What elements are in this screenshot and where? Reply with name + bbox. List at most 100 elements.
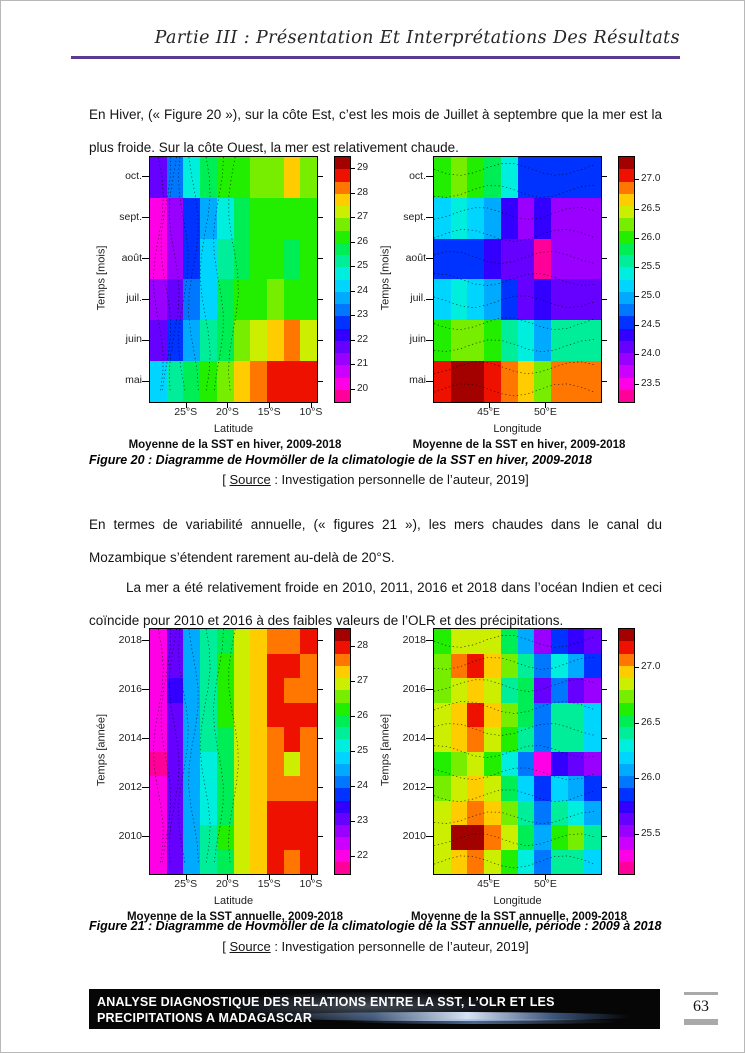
colorbar-segment (335, 678, 350, 691)
source-figure21: [ Source : Investigation personnelle de … (89, 939, 662, 954)
heatmap-cell (166, 238, 184, 280)
colorbar-segment (335, 389, 350, 402)
colorbar-tick-mark (635, 834, 639, 836)
heatmap-cell (216, 751, 234, 776)
heatmap-cell (250, 800, 267, 825)
banner-swoosh-streak (260, 1012, 638, 1022)
heatmap-cell (450, 849, 468, 874)
heatmap-cell (200, 800, 217, 825)
colorbar-segment (619, 206, 634, 219)
heatmap-cell (250, 157, 267, 198)
heatmap-cell (550, 702, 568, 727)
chart-title: Moyenne de la SST annuelle, 2009-2018 (410, 911, 628, 923)
colorbar (334, 628, 351, 875)
heatmap-cell (250, 279, 267, 321)
heatmap-cell (166, 653, 184, 678)
colorbar-segment (619, 825, 634, 838)
paragraph-winter: En Hiver, (« Figure 20 »), sur la côte E… (89, 106, 662, 155)
y-tick-label: oct. (125, 169, 142, 182)
heatmap-cell (517, 849, 535, 874)
heatmap-cell (484, 751, 501, 776)
colorbar-tick-label: 26.5 (641, 716, 661, 728)
heatmap-cell (500, 197, 518, 239)
tick-mark (318, 738, 323, 740)
heatmap-cell (484, 197, 501, 239)
heatmap-cell (567, 800, 585, 825)
heatmap-cell (550, 825, 568, 850)
heatmap-cell (283, 727, 301, 752)
heatmap-cell (266, 751, 284, 776)
y-tick-label: 2012 (402, 780, 426, 793)
colorbar-tick-label: 24.0 (641, 348, 661, 360)
page-number-bar-top (684, 992, 718, 995)
heatmap-cell (450, 320, 468, 362)
heatmap-cell (250, 653, 267, 678)
colorbar-tick-label: 25.5 (641, 828, 661, 840)
heatmap-cell (434, 776, 451, 801)
heatmap-cell (300, 702, 317, 727)
heatmap-cell (434, 279, 451, 321)
heatmap-cell (584, 776, 601, 801)
colorbar-segment (335, 653, 350, 666)
heatmap-cell (300, 320, 317, 362)
heatmap-cell (434, 800, 451, 825)
heatmap-cell (467, 320, 485, 362)
tick-mark (545, 403, 547, 408)
heatmap-cell (584, 197, 601, 239)
heatmap-cell (434, 629, 451, 654)
y-tick-label: 2010 (118, 829, 142, 842)
colorbar-tick-mark (351, 168, 355, 170)
heatmap-cell (567, 157, 585, 198)
heatmap-cell (550, 629, 568, 654)
heatmap-cells (434, 157, 601, 402)
y-tick-label: août (121, 251, 142, 264)
heatmap-cell (183, 361, 201, 402)
heatmap-cell (300, 361, 317, 402)
y-tick-label: 2016 (118, 682, 142, 695)
heatmap-cell (150, 320, 167, 362)
colorbar-tick-label: 20 (357, 382, 369, 394)
heatmap-cell (584, 678, 601, 703)
heatmap-cell (250, 197, 267, 239)
heatmap-cell (500, 727, 518, 752)
heatmap-cell (150, 751, 167, 776)
heatmap-cell (250, 727, 267, 752)
colorbar-tick-label: 22 (357, 849, 369, 861)
heatmap-cell (233, 825, 251, 850)
colorbar-segment (619, 365, 634, 378)
colorbar-segment (335, 365, 350, 378)
tick-mark (426, 380, 433, 382)
heatmap-cell (283, 800, 301, 825)
colorbar-tick-label: 26 (357, 709, 369, 721)
colorbar-segment (619, 739, 634, 752)
heatmap-cell (567, 702, 585, 727)
colorbar-segment (619, 788, 634, 801)
heatmap-cell (484, 361, 501, 402)
heatmap-cell (434, 702, 451, 727)
heatmap-plot-area (433, 156, 602, 403)
colorbar-segment (619, 193, 634, 206)
heatmap-cell (183, 279, 201, 321)
heatmap-cell (484, 238, 501, 280)
heatmap-cell (266, 825, 284, 850)
banner-swoosh-streak2 (345, 1018, 632, 1024)
heatmap-cell (300, 197, 317, 239)
heatmap-cell (500, 849, 518, 874)
heatmap-cell (233, 727, 251, 752)
caption-figure20: Figure 20 : Diagramme de Hovmöller de la… (89, 453, 592, 467)
heatmap-cell (266, 678, 284, 703)
heatmap-cell (166, 157, 184, 198)
tick-mark (142, 258, 149, 260)
heatmap-cell (300, 629, 317, 654)
heatmap-cell (500, 361, 518, 402)
heatmap-cell (500, 238, 518, 280)
colorbar-segment (619, 157, 634, 170)
heatmap-cell (250, 361, 267, 402)
colorbar-segment (335, 328, 350, 341)
colorbar-tick-mark (351, 820, 355, 822)
heatmap-cell (517, 157, 535, 198)
colorbar-tick-label: 26 (357, 235, 369, 247)
colorbar-tick-mark (351, 339, 355, 341)
heatmap-cell (500, 629, 518, 654)
